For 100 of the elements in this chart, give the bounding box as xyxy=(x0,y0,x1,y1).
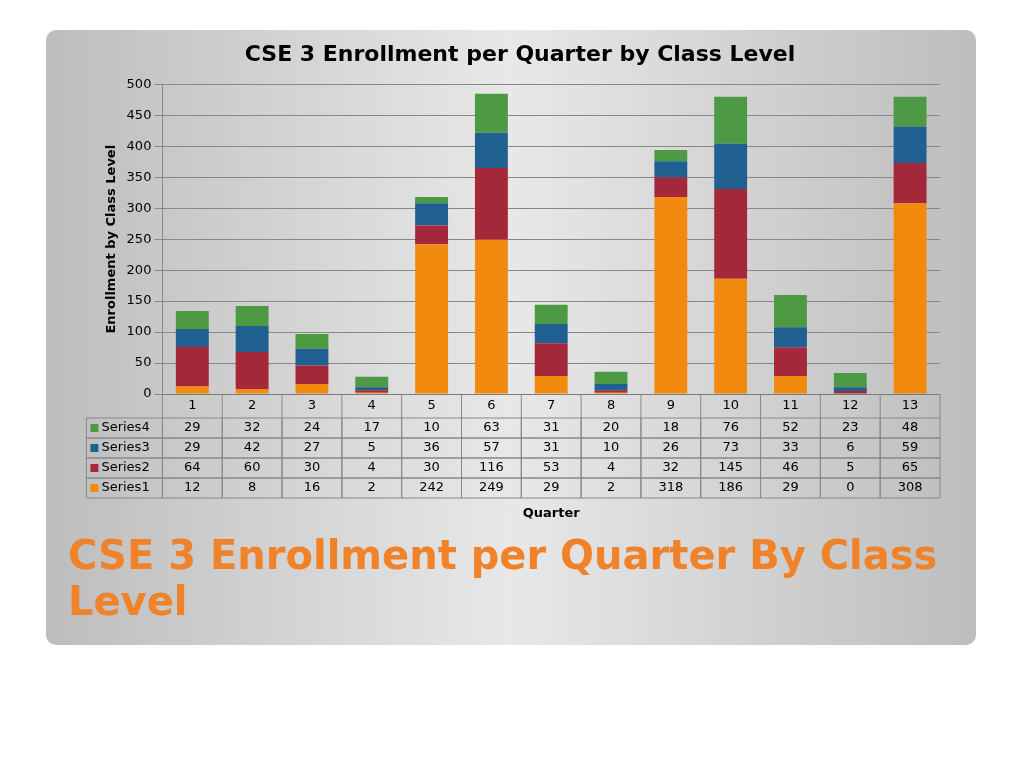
y-tick-label: 450 xyxy=(126,106,152,122)
data-label: 27 xyxy=(303,439,321,455)
y-tick-label: 50 xyxy=(134,354,152,370)
bar xyxy=(654,177,688,198)
data-label: 8 xyxy=(247,479,257,495)
data-label: 4 xyxy=(367,459,376,475)
data-label: 10 xyxy=(423,419,440,435)
bar xyxy=(415,225,449,245)
data-label: 4 xyxy=(606,459,616,475)
y-tick-label: 500 xyxy=(126,75,152,91)
bar xyxy=(415,203,449,226)
data-label: 24 xyxy=(303,419,321,435)
bar xyxy=(893,163,927,204)
data-label: 30 xyxy=(423,459,440,475)
y-tick-label: 250 xyxy=(126,230,152,246)
legend-label: Series1 xyxy=(101,479,150,495)
bar xyxy=(654,150,688,162)
bar xyxy=(774,376,807,394)
bar xyxy=(833,372,867,388)
legend-label: Series4 xyxy=(101,419,150,435)
data-label: 242 xyxy=(419,479,444,495)
bar xyxy=(175,311,209,329)
bar xyxy=(295,365,329,385)
data-label: 29 xyxy=(184,419,201,435)
x-tick-label: 5 xyxy=(427,397,436,413)
x-tick-label: 11 xyxy=(782,397,799,413)
x-tick-label: 8 xyxy=(606,397,616,413)
data-label: 64 xyxy=(184,459,201,475)
data-label: 30 xyxy=(303,459,321,475)
bar xyxy=(534,324,568,344)
data-label: 60 xyxy=(243,459,261,475)
data-label: 76 xyxy=(722,419,739,435)
data-label: 145 xyxy=(718,459,744,475)
data-label: 59 xyxy=(901,439,919,455)
data-label: 46 xyxy=(782,459,799,475)
x-tick-label: 9 xyxy=(666,397,675,413)
text: Quarter xyxy=(522,505,581,521)
bar xyxy=(235,306,269,326)
x-tick-label: 2 xyxy=(247,397,257,413)
data-label: 5 xyxy=(367,439,376,455)
bar xyxy=(714,189,748,279)
bar xyxy=(774,294,807,328)
bar xyxy=(175,346,209,387)
bar xyxy=(474,93,508,133)
x-tick-label: 3 xyxy=(307,397,317,413)
y-tick-label: 0 xyxy=(143,385,152,401)
bar xyxy=(774,347,807,377)
data-label: 29 xyxy=(542,479,560,495)
bar xyxy=(295,348,329,366)
bar xyxy=(235,325,269,352)
bar xyxy=(893,96,927,127)
data-label: 6 xyxy=(846,439,855,455)
chart-title: CSE 3 Enrollment per Quarter by Class Level xyxy=(244,40,796,66)
bar xyxy=(774,327,807,348)
bar xyxy=(474,132,508,168)
data-label: 2 xyxy=(606,479,616,495)
data-label: 186 xyxy=(718,479,744,495)
y-tick-label: 150 xyxy=(126,292,152,308)
data-label: 16 xyxy=(303,479,321,495)
x-tick-label: 12 xyxy=(842,397,859,413)
data-label: 36 xyxy=(423,439,440,455)
legend-label: Series3 xyxy=(101,439,150,455)
bar xyxy=(893,126,927,164)
bar xyxy=(654,197,688,394)
x-tick-label: 4 xyxy=(367,397,376,413)
y-tick-label: 300 xyxy=(126,199,152,215)
data-label: 308 xyxy=(897,479,923,495)
data-label: 65 xyxy=(901,459,919,475)
data-label: 29 xyxy=(782,479,799,495)
bar xyxy=(175,386,209,394)
bar xyxy=(594,371,628,385)
x-tick-label: 13 xyxy=(901,397,919,413)
bar xyxy=(415,244,449,394)
data-label: 249 xyxy=(478,479,504,495)
data-label: 26 xyxy=(662,439,680,455)
data-label: 5 xyxy=(846,459,855,475)
data-label: 0 xyxy=(846,479,855,495)
bar xyxy=(175,328,209,347)
data-label: 10 xyxy=(602,439,620,455)
bar xyxy=(474,239,508,394)
bar xyxy=(654,161,688,178)
data-label: 32 xyxy=(662,459,680,475)
bar xyxy=(295,333,329,349)
data-label: 18 xyxy=(662,419,680,435)
y-tick-label: 100 xyxy=(126,323,152,339)
data-label: 33 xyxy=(782,439,799,455)
y-axis-title: Enrollment by Class Level xyxy=(103,144,119,334)
data-label: 17 xyxy=(363,419,381,435)
x-tick-label: 7 xyxy=(547,397,556,413)
data-label: 63 xyxy=(483,419,500,435)
data-label: 116 xyxy=(478,459,504,475)
y-tick-label: 200 xyxy=(126,261,152,277)
legend-label: Series2 xyxy=(101,459,150,475)
x-tick-label: 6 xyxy=(487,397,496,413)
bar xyxy=(893,203,927,394)
bar xyxy=(474,167,508,240)
data-label: 73 xyxy=(722,439,739,455)
data-label: 31 xyxy=(542,419,560,435)
text: CSE 3 Enrollment per Quarter By Class Level xyxy=(68,532,939,624)
data-label: 53 xyxy=(542,459,560,475)
